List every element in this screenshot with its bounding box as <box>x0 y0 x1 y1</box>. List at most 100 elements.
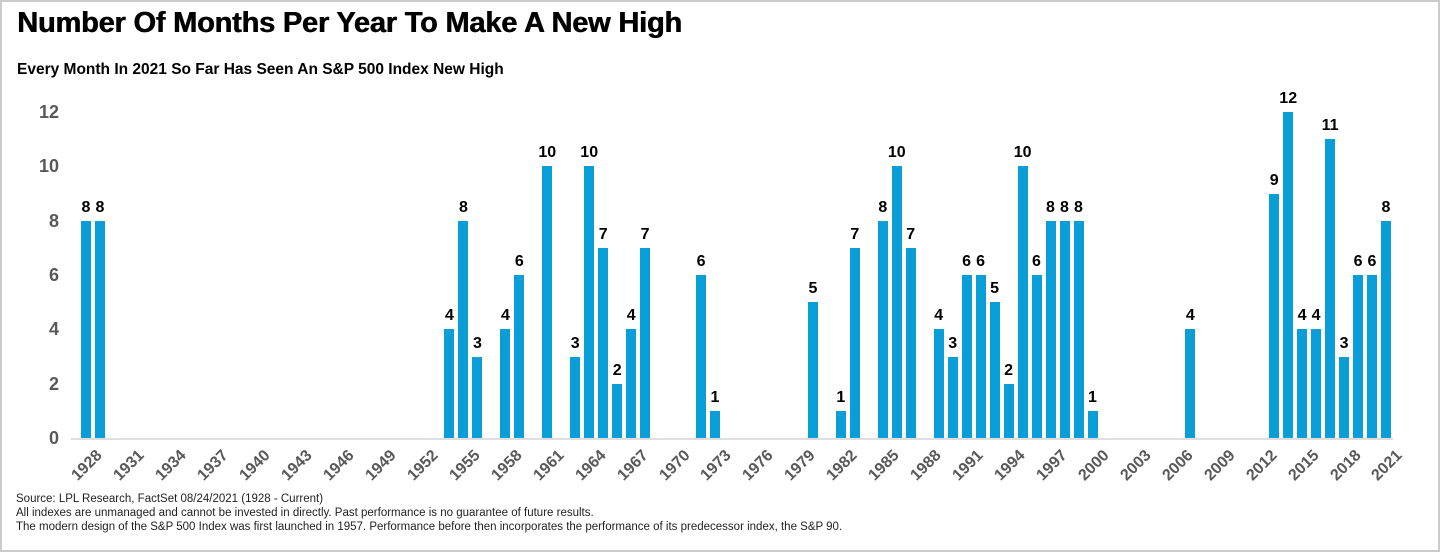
chart-subtitle: Every Month In 2021 So Far Has Seen An S… <box>17 61 504 78</box>
footnotes: Source: LPL Research, FactSet 08/24/2021… <box>16 492 842 534</box>
bar-value-1973: 1 <box>710 388 720 406</box>
bar-value-1994: 2 <box>1004 361 1014 379</box>
bar-1986 <box>891 166 902 438</box>
bar-value-1987: 7 <box>906 225 916 243</box>
bar-value-1955: 8 <box>458 198 468 216</box>
y-tick-2: 2 <box>48 373 59 394</box>
bar-1967 <box>626 329 637 438</box>
bar-value-1985: 8 <box>878 198 888 216</box>
bar-1994 <box>1003 383 1014 438</box>
bar-1982 <box>835 410 846 438</box>
bar-value-1928: 8 <box>81 198 91 216</box>
chart-title: Number Of Months Per Year To Make A New … <box>17 7 682 39</box>
bar-value-1956: 3 <box>472 334 482 352</box>
bar-value-1992: 6 <box>976 253 986 270</box>
bar-value-1968: 7 <box>640 225 650 243</box>
bar-value-1999: 8 <box>1074 198 1083 216</box>
bar-1963 <box>570 356 581 438</box>
bar-value-1966: 2 <box>612 361 622 379</box>
source-line: Source: LPL Research, FactSet 08/24/2021… <box>16 493 324 505</box>
bar-value-2015: 4 <box>1297 307 1307 325</box>
bar-2021 <box>1381 220 1391 438</box>
bar-1958 <box>500 329 511 438</box>
bar-2017 <box>1325 139 1336 438</box>
bar-1929 <box>95 220 105 438</box>
bar-value-2014: 12 <box>1279 90 1298 107</box>
bar-1965 <box>598 247 609 438</box>
bar-1991 <box>961 275 972 438</box>
bar-value-1997: 8 <box>1046 198 1055 216</box>
bar-1964 <box>584 166 595 438</box>
bar-1983 <box>849 247 860 438</box>
bar-2019 <box>1353 275 1364 438</box>
bar-value-2007: 4 <box>1185 307 1195 325</box>
bar-1973 <box>710 410 720 438</box>
bar-2000 <box>1087 410 1098 438</box>
bar-1993 <box>989 302 1000 438</box>
bar-1955 <box>458 220 469 438</box>
y-tick-12: 12 <box>38 102 59 122</box>
bar-1985 <box>877 220 888 438</box>
bar-2013 <box>1269 193 1280 438</box>
bar-value-1963: 3 <box>570 334 580 352</box>
y-tick-10: 10 <box>38 156 59 177</box>
bar-value-1959: 6 <box>514 253 524 270</box>
bar-value-2021: 8 <box>1381 198 1391 216</box>
bar-2007 <box>1185 329 1196 438</box>
bar-value-1996: 6 <box>1032 253 1041 270</box>
bar-value-2019: 6 <box>1353 253 1363 270</box>
bar-1992 <box>975 275 986 438</box>
y-tick-6: 6 <box>48 265 59 285</box>
bar-1996 <box>1031 275 1042 438</box>
bar-value-1964: 10 <box>580 144 599 162</box>
bar-1997 <box>1045 220 1056 438</box>
bar-value-1998: 8 <box>1060 198 1069 216</box>
bar-value-2000: 1 <box>1088 388 1097 406</box>
bar-1989 <box>933 329 944 438</box>
bar-value-1954: 4 <box>444 307 454 325</box>
bar-1956 <box>472 356 483 438</box>
bar-value-1993: 5 <box>990 280 1000 298</box>
bar-2018 <box>1339 356 1350 438</box>
bar-2020 <box>1367 275 1377 438</box>
bar-value-1980: 5 <box>808 280 818 298</box>
bar-value-1995: 10 <box>1013 144 1032 162</box>
y-tick-8: 8 <box>48 210 59 231</box>
bar-value-1958: 4 <box>500 307 510 325</box>
bar-value-1983: 7 <box>850 225 860 243</box>
bar-value-1967: 4 <box>626 307 636 325</box>
bar-1961 <box>542 166 553 438</box>
disclosure-line-1: All indexes are unmanaged and cannot be … <box>16 507 594 519</box>
y-tick-4: 4 <box>48 319 59 340</box>
bar-value-2016: 4 <box>1311 307 1321 325</box>
bar-1972 <box>696 275 707 438</box>
bar-1928 <box>81 220 91 438</box>
bar-1990 <box>947 356 958 438</box>
bar-value-1972: 6 <box>696 253 706 270</box>
bar-value-1965: 7 <box>598 225 608 243</box>
bar-value-1982: 1 <box>836 388 846 406</box>
bar-value-1986: 10 <box>887 144 906 162</box>
y-axis: 0 2 4 6 8 10 12 <box>2 102 59 448</box>
bar-value-2017: 11 <box>1321 117 1339 135</box>
bar-value-1991: 6 <box>962 253 972 270</box>
bar-1995 <box>1017 166 1028 438</box>
bar-value-1990: 3 <box>948 334 958 352</box>
bar-value-2018: 3 <box>1339 334 1349 352</box>
plot-area: 8 8 4 8 3 4 6 10 3 10 7 2 4 7 6 1 5 1 7 8 10 7 4 3 6 6 5 2 10 6 8 8 8 1 4 9… <box>71 90 1393 440</box>
bar-value-2013: 9 <box>1269 171 1279 189</box>
disclosure-line-2: The modern design of the S&P 500 Index w… <box>16 521 843 533</box>
y-tick-0: 0 <box>48 428 59 448</box>
bar-1999 <box>1073 220 1084 438</box>
bar-value-1989: 4 <box>934 307 944 325</box>
bar-2016 <box>1311 329 1322 438</box>
bar-1987 <box>905 247 916 438</box>
bar-1954 <box>444 329 455 438</box>
bar-2015 <box>1297 329 1308 438</box>
bar-value-2020: 6 <box>1367 253 1377 270</box>
bar-2014 <box>1283 112 1294 438</box>
bar-1966 <box>612 383 623 438</box>
bar-1968 <box>640 247 651 438</box>
